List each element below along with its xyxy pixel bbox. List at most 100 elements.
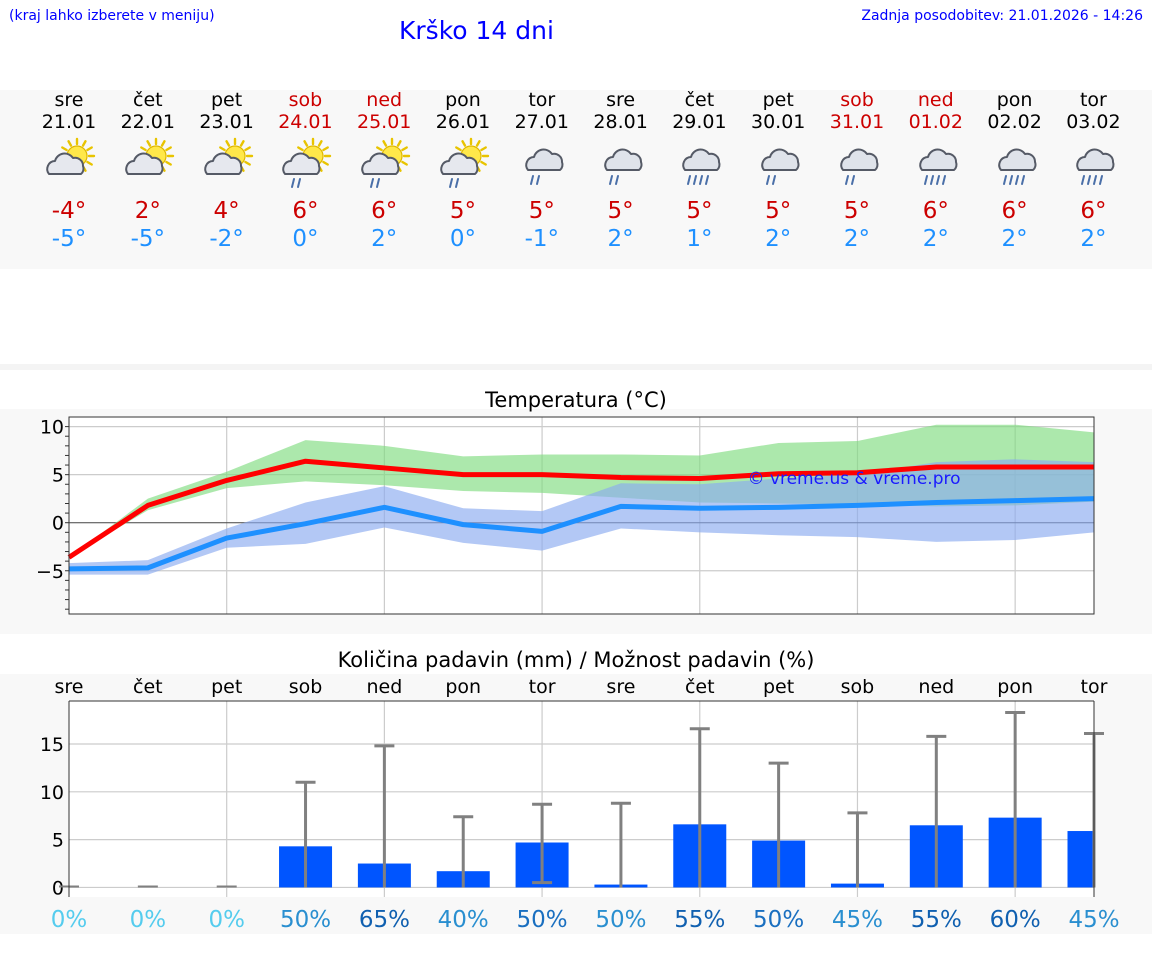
sun-ray	[218, 146, 226, 152]
rain-drop	[1087, 175, 1092, 185]
day-date: 28.01	[593, 111, 648, 133]
sun-ray	[401, 146, 409, 152]
page-title: Krško 14 dni	[399, 16, 554, 45]
precipitation-chart: 15 10 5 0 sre čet pet sob ned pon tor sre čet pet sob n…	[40, 676, 1120, 933]
rain-drop	[1081, 175, 1086, 185]
x-category-label: tor	[529, 676, 556, 698]
cloud-shape	[603, 148, 643, 171]
min-temp-line	[68, 496, 1095, 572]
precip-probability: 0%	[51, 907, 88, 933]
sun-ray	[81, 140, 87, 147]
day-name: čet	[133, 89, 163, 111]
x-category-label: sob	[289, 676, 323, 698]
sun-cloud-icon	[125, 137, 174, 175]
cloud-heavy-rain-icon	[919, 148, 958, 185]
cloud-outline	[919, 148, 958, 171]
day-date: 24.01	[278, 111, 333, 133]
rain-drop	[851, 175, 855, 185]
y-tick-label: 10	[40, 782, 64, 804]
cloud-shape	[440, 152, 479, 175]
x-category-label: sre	[55, 676, 84, 698]
temp-max: 5°	[528, 198, 555, 224]
cloud-outline	[1076, 148, 1115, 171]
day-date: 31.01	[829, 111, 885, 133]
cloud-outline	[997, 148, 1037, 171]
precip-probability: 45%	[1068, 907, 1119, 933]
plot-frame	[68, 416, 1095, 615]
sun-ray	[224, 140, 230, 147]
cloud-outline	[282, 152, 321, 175]
day-name: pet	[762, 89, 794, 111]
cloud-outline	[203, 152, 243, 175]
sun-ray	[297, 146, 305, 152]
x-category-label: tor	[1081, 676, 1108, 698]
temp-min: 0°	[292, 226, 319, 252]
temp-min: 2°	[765, 226, 792, 252]
temperature-chart-title: Temperatura (°C)	[485, 388, 667, 412]
cloud-outline	[125, 152, 164, 175]
rain-drop	[1008, 175, 1013, 185]
cloud-shape	[997, 148, 1037, 171]
cloud-outline	[840, 148, 879, 171]
rain-drop	[449, 178, 453, 188]
day-name: sob	[288, 89, 323, 111]
precip-probability: 50%	[595, 907, 646, 933]
sun-ray	[322, 160, 330, 166]
rain-drop	[376, 178, 381, 188]
y-tick-label: 15	[40, 734, 64, 756]
day-name: tor	[1079, 89, 1107, 111]
rain-drop	[297, 178, 302, 188]
temp-max: 5°	[765, 198, 792, 224]
temp-max: 6°	[1001, 198, 1028, 224]
sun-ray	[164, 146, 172, 152]
cloud-shape	[761, 148, 800, 171]
rain-drop	[705, 175, 710, 185]
temp-min: -5°	[51, 226, 87, 252]
cloud-shape	[840, 148, 879, 171]
cloud-rain-icon	[525, 148, 564, 185]
day-date: 30.01	[750, 111, 806, 133]
rain-drop	[1093, 175, 1098, 185]
day-date: 25.01	[356, 111, 412, 133]
precip-probability: 50%	[517, 907, 568, 933]
temp-min: 2°	[843, 226, 871, 252]
precip-probability: 65%	[359, 907, 410, 933]
sun-ray	[480, 146, 487, 152]
cloud-shape	[125, 152, 164, 175]
cloud-shape	[525, 148, 564, 171]
temp-min: 2°	[607, 226, 634, 252]
x-category-label: čet	[133, 676, 163, 698]
rain-drop	[1002, 175, 1007, 185]
temp-max: 2°	[134, 198, 161, 224]
sun-ray	[160, 140, 166, 147]
temp-max: 5°	[843, 198, 871, 224]
day-name: tor	[528, 89, 556, 111]
temp-max: 5°	[449, 198, 477, 224]
temp-min: 2°	[1001, 226, 1028, 252]
sun-ray	[480, 160, 487, 166]
y-tick-label: 10	[40, 417, 64, 439]
temp-min: 2°	[922, 226, 949, 252]
cloud-outline	[682, 148, 721, 171]
sun-ray	[318, 140, 324, 147]
sun-ray	[401, 160, 409, 166]
sun-ray	[382, 140, 388, 147]
rain-drop	[529, 175, 534, 185]
day-date: 01.02	[908, 111, 963, 133]
precip-probability: 45%	[832, 907, 883, 933]
last-updated: Zadnja posodobitev: 21.01.2026 - 14:26	[861, 8, 1143, 24]
day-name: čet	[684, 89, 715, 111]
x-category-label: pon	[445, 676, 481, 698]
x-category-label: ned	[918, 676, 954, 698]
cloud-shape	[203, 152, 243, 175]
day-date: 26.01	[435, 111, 491, 133]
cloud-rain-icon	[840, 148, 879, 185]
day-name: ned	[917, 89, 954, 111]
sun-ray	[243, 146, 251, 152]
rain-drop	[766, 175, 771, 185]
sun-ray	[86, 160, 93, 166]
precip-bar	[1067, 831, 1094, 888]
sun-ray	[475, 140, 481, 147]
precip-probability: 50%	[280, 907, 331, 933]
rain-drop	[845, 175, 849, 185]
